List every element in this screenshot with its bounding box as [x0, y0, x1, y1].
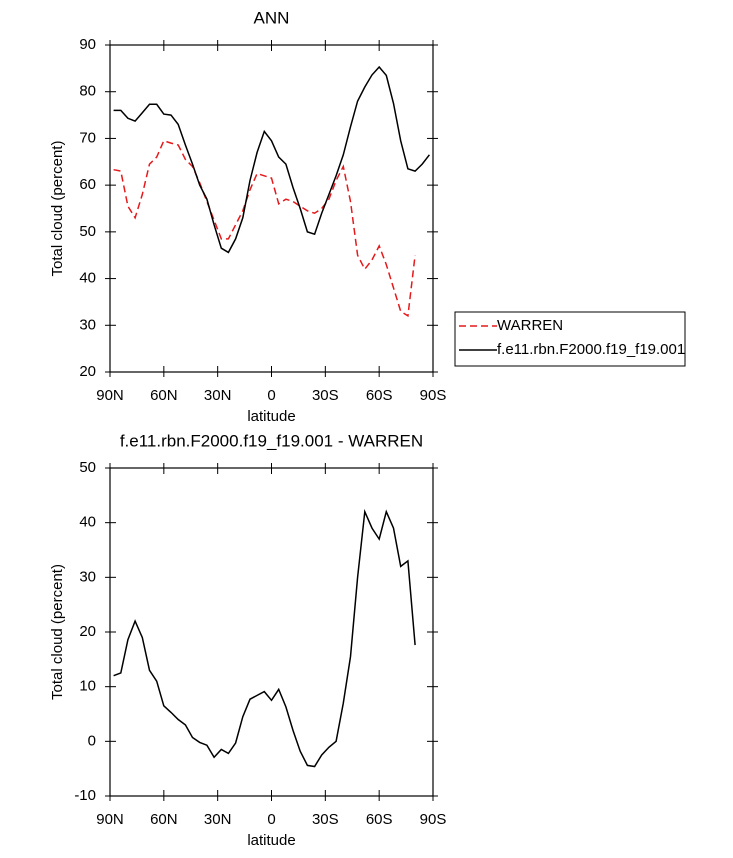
- y-tick-label: -10: [74, 787, 96, 804]
- plot-frame: [109, 467, 434, 797]
- y-tick-label: 50: [79, 459, 96, 476]
- y-tick-label: 80: [79, 83, 96, 100]
- y-tick-label: 0: [88, 732, 96, 749]
- y-tick-label: 30: [79, 568, 96, 585]
- chart-title: f.e11.rbn.F2000.f19_f19.001 - WARREN: [120, 431, 423, 450]
- x-tick-label: 0: [267, 387, 275, 404]
- data-line: [113, 139, 416, 318]
- x-tick-label: 30S: [312, 387, 339, 404]
- legend-label: f.e11.rbn.F2000.f19_f19.001: [497, 341, 685, 358]
- x-tick-label: 30S: [312, 811, 339, 828]
- x-tick-label: 60S: [366, 811, 393, 828]
- y-tick-label: 50: [79, 223, 96, 240]
- y-tick-label: 20: [79, 623, 96, 640]
- plot-frame: [109, 44, 434, 373]
- x-tick-label: 90S: [420, 387, 447, 404]
- x-tick-label: 60N: [150, 387, 178, 404]
- y-tick-label: 30: [79, 316, 96, 333]
- y-tick-label: 70: [79, 129, 96, 146]
- y-tick-label: 10: [79, 678, 96, 695]
- x-axis-label: latitude: [247, 408, 295, 425]
- y-axis-label: Total cloud (percent): [49, 141, 66, 277]
- y-tick-label: 40: [79, 514, 96, 531]
- chart-title: ANN: [254, 8, 290, 27]
- x-tick-label: 30N: [204, 811, 232, 828]
- y-axis-label: Total cloud (percent): [49, 564, 66, 700]
- x-tick-label: 60N: [150, 811, 178, 828]
- x-tick-label: 90N: [96, 387, 124, 404]
- y-tick-label: 20: [79, 363, 96, 380]
- data-line: [113, 508, 416, 768]
- data-line: [113, 65, 430, 254]
- x-tick-label: 60S: [366, 387, 393, 404]
- y-tick-label: 60: [79, 176, 96, 193]
- x-tick-label: 30N: [204, 387, 232, 404]
- y-tick-label: 40: [79, 270, 96, 287]
- y-tick-label: 90: [79, 36, 96, 53]
- x-axis-label: latitude: [247, 832, 295, 849]
- x-tick-label: 90S: [420, 811, 447, 828]
- legend-box: [454, 311, 686, 367]
- legend-label: WARREN: [497, 317, 563, 334]
- x-tick-label: 90N: [96, 811, 124, 828]
- x-tick-label: 0: [267, 811, 275, 828]
